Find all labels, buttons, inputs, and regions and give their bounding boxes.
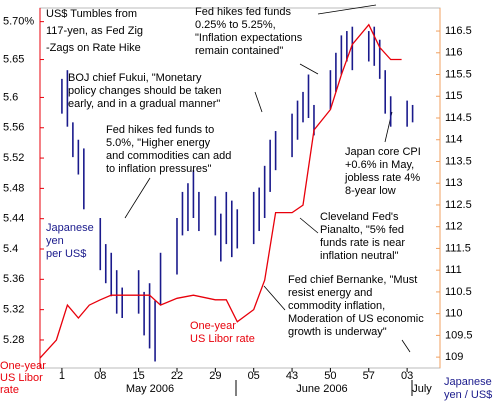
y-tick-label: 5.32 xyxy=(3,304,24,316)
chart-title-line: 117-yen, as Fed Zig xyxy=(46,25,143,37)
y2-axis-label-line: Japanese xyxy=(444,376,492,388)
y2-tick-label: 109.5 xyxy=(445,329,473,341)
y2-tick-label: 110.5 xyxy=(445,286,472,298)
annotation: Fed hikes fed funds 0.25% to 5.25%, "Infla… xyxy=(195,6,303,57)
y2-tick-label: 111.5 xyxy=(445,242,471,254)
y2-tick-label: 109 xyxy=(445,351,463,363)
annotation-line: commodity inflation, xyxy=(288,300,385,312)
y2-tick-label: 116 xyxy=(445,47,463,59)
y2-tick-label: 113 xyxy=(445,177,463,189)
annotation-line: Moderation of US economic xyxy=(288,313,424,325)
annotation-line: One-year xyxy=(190,320,236,332)
x-tick-label: 08 xyxy=(94,370,106,382)
y2-axis-label: Japanese yen / US$ xyxy=(444,376,492,401)
annotation-line: Cleveland Fed's xyxy=(320,211,399,223)
y2-tick-label: 112 xyxy=(445,221,463,233)
leader xyxy=(401,339,411,353)
annotation-line: "Inflation expectations xyxy=(195,32,303,44)
annotation-line: US Libor rate xyxy=(190,333,255,345)
y-tick-label: 5.4 xyxy=(3,243,18,255)
y-tick-label: 5.70% xyxy=(3,16,34,28)
annotation: Fed hikes fed funds to 5.0%, "Higher ener… xyxy=(106,124,231,175)
annotation-line: +0.6% in May, xyxy=(345,159,414,171)
y2-tick-label: 114 xyxy=(445,134,463,146)
annotation: Fed chief Bernanke, "Must resist energy a… xyxy=(288,274,424,338)
x-tick-label: 43 xyxy=(286,370,298,382)
annotation-line: 8-year low xyxy=(345,185,396,197)
annotation-line: and commodities can add xyxy=(106,150,231,162)
y2-tick-label: 115.5 xyxy=(445,68,472,80)
x-tick-label: 22 xyxy=(171,370,183,382)
y-axis-label: One-year US Libor rate xyxy=(0,360,46,396)
y-tick-label: 5.6 xyxy=(3,91,18,103)
annotation: BOJ chief Fukui, "Monetary policy changes… xyxy=(68,72,222,110)
annotation-line: inflation neutral" xyxy=(320,250,399,262)
leader xyxy=(124,177,151,219)
leader xyxy=(317,4,377,15)
annotation-line: early, and in a gradual manner" xyxy=(68,98,220,110)
y-tick-label: 5.28 xyxy=(3,334,24,346)
libor-line xyxy=(39,23,402,359)
chart-title-line: US$ Tumbles from xyxy=(46,8,137,20)
y2-tick-label: 113.5 xyxy=(445,155,472,167)
leader xyxy=(299,217,319,234)
x-tick-label: 57 xyxy=(363,370,375,382)
month-label: July xyxy=(412,383,432,395)
leader xyxy=(263,285,286,311)
y-axis-label-line: rate xyxy=(0,384,19,396)
y2-tick-label: 115 xyxy=(445,90,463,102)
leader xyxy=(254,91,263,113)
annotation-line: 0.25% to 5.25%, xyxy=(195,19,276,31)
annotation-line: BOJ chief Fukui, "Monetary xyxy=(68,72,202,84)
y2-tick-label: 114.5 xyxy=(445,112,472,124)
annotation-line: to inflation pressures" xyxy=(106,163,211,175)
annotation: Japanese yen per US$ xyxy=(46,222,94,260)
x-tick-label: 03 xyxy=(401,370,413,382)
annotation: Japan core CPI +0.6% in May, jobless rate … xyxy=(344,146,421,197)
annotation-line: policy changes should be taken xyxy=(68,85,222,97)
annotation-line: Japanese xyxy=(46,222,94,234)
y2-tick-label: 111 xyxy=(445,264,462,276)
y2-axis-label-line: yen / US$ xyxy=(444,389,492,401)
y2-tick-label: 112.5 xyxy=(445,199,472,211)
annotation-line: 5.0%, "Higher energy xyxy=(106,137,211,149)
leader xyxy=(299,63,319,75)
annotation: Cleveland Fed's Pianalto, "5% fed funds ra… xyxy=(320,211,405,262)
annotation-line: Pianalto, "5% fed xyxy=(320,224,404,236)
annotation-line: per US$ xyxy=(46,248,86,260)
y-tick-label: 5.52 xyxy=(3,152,24,164)
y-axis-label-line: One-year xyxy=(0,360,46,372)
x-tick-label: 05 xyxy=(248,370,260,382)
annotation-line: remain contained" xyxy=(195,45,283,57)
x-tick-label: 29 xyxy=(209,370,221,382)
annotation-line: Fed hikes fed funds to xyxy=(106,124,214,136)
annotation-line: Fed hikes fed funds xyxy=(195,6,292,18)
x-tick-label: 15 xyxy=(133,370,145,382)
y-tick-label: 5.56 xyxy=(3,122,24,134)
annotation: One-year US Libor rate xyxy=(190,320,255,345)
month-label: May 2006 xyxy=(126,383,174,395)
x-tick-label: 50 xyxy=(324,370,336,382)
y-tick-label: 5.44 xyxy=(3,213,24,225)
month-label: June 2006 xyxy=(296,383,347,395)
y-axis-label-line: US Libor xyxy=(0,372,43,384)
annotation-line: jobless rate 4% xyxy=(344,172,420,184)
chart-title: US$ Tumbles from 117-yen, as Fed Zig -Zags… xyxy=(46,8,143,54)
chart-title-line: -Zags on Rate Hike xyxy=(46,42,141,54)
annotation-line: Japan core CPI xyxy=(345,146,421,158)
y2-tick-label: 116.5 xyxy=(445,25,472,37)
plot-frame xyxy=(39,7,441,369)
annotation-line: resist energy and xyxy=(288,287,372,299)
y2-tick-label: 110 xyxy=(445,308,463,320)
y-tick-label: 5.48 xyxy=(3,182,24,194)
x-tick-label: 1 xyxy=(59,370,65,382)
y-tick-label: 5.36 xyxy=(3,273,24,285)
annotation-line: funds rate is near xyxy=(320,237,405,249)
annotation-line: growth is underway" xyxy=(288,326,387,338)
annotation-line: yen xyxy=(46,235,64,247)
annotation-line: Fed chief Bernanke, "Must xyxy=(288,274,417,286)
y-tick-label: 5.65 xyxy=(3,53,24,65)
